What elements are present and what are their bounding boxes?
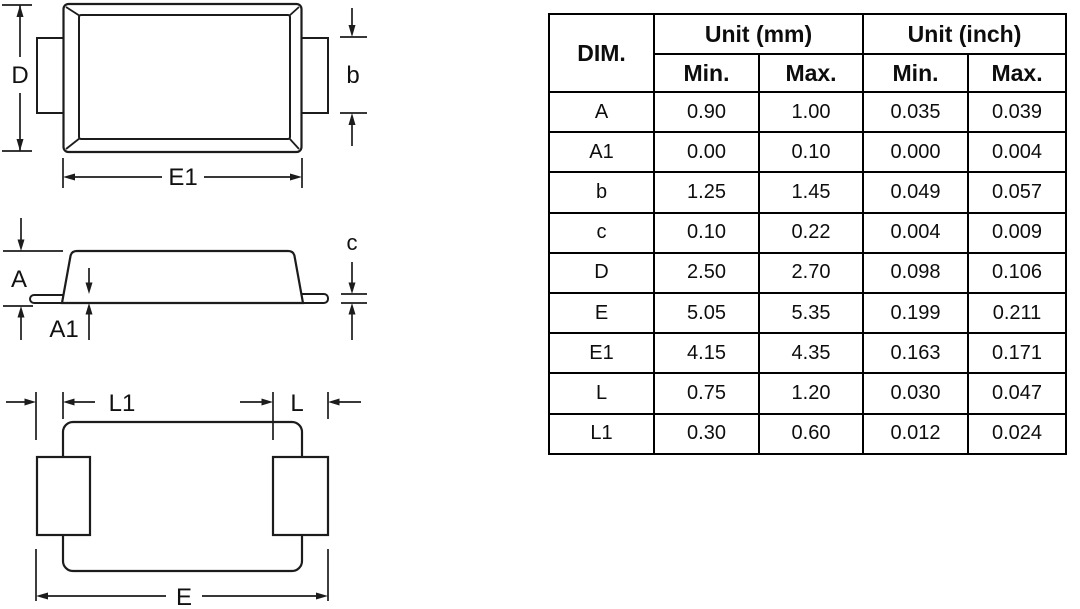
bottom-view-pad-left: [35, 455, 92, 537]
table-row: L1 0.30 0.60 0.012 0.024: [548, 412, 1068, 455]
dim-label-E1: E1: [168, 164, 197, 191]
dimensions-table-container: DIM. Unit (mm) Unit (inch) Min. Max. Min…: [548, 13, 1068, 455]
dim-label-b: b: [346, 62, 359, 89]
bottom-view: L1 L: [6, 390, 361, 609]
mm-max-cell: 0.22: [757, 211, 865, 254]
side-view: A A1 c: [3, 218, 367, 343]
dimension-E1: E1: [62, 158, 303, 191]
inch-min-cell: 0.012: [862, 412, 970, 455]
inch-min-cell: 0.098: [862, 251, 970, 294]
mm-max-cell: 1.45: [757, 171, 865, 214]
mm-max-cell: 0.10: [757, 131, 865, 174]
dim-cell: D: [548, 251, 655, 294]
top-view: D b: [2, 2, 367, 191]
inch-min-cell: 0.199: [862, 291, 970, 335]
mm-min-cell: 0.00: [653, 131, 760, 174]
dimension-A: A: [3, 218, 63, 340]
mm-min-cell: 1.25: [653, 171, 760, 214]
mm-max-cell: 2.70: [757, 251, 865, 294]
inch-max-cell: 0.039: [967, 90, 1068, 134]
bottom-view-pad-right: [271, 455, 330, 537]
dim-label-E: E: [176, 584, 192, 609]
inch-max-cell: 0.211: [967, 291, 1068, 335]
table-row: b 1.25 1.45 0.049 0.057: [548, 171, 1068, 214]
dimension-b: b: [340, 8, 367, 146]
dim-cell: b: [548, 171, 655, 214]
dimension-E: E: [35, 549, 329, 609]
mm-min-cell: 4.15: [653, 332, 760, 375]
inch-max-cell: 0.009: [967, 211, 1068, 254]
table-row: A1 0.00 0.10 0.000 0.004: [548, 131, 1068, 174]
col-group-unit-mm: Unit (mm): [652, 13, 865, 55]
mm-min-cell: 2.50: [653, 251, 760, 294]
table-row: L 0.75 1.20 0.030 0.047: [548, 372, 1068, 415]
inch-max-cell: 0.047: [967, 372, 1068, 415]
inch-min-cell: 0.049: [862, 171, 970, 214]
dimension-L1: L1: [6, 390, 135, 440]
dim-cell: c: [548, 211, 655, 254]
mm-max-cell: 0.60: [757, 412, 865, 455]
mm-min-cell: 0.75: [653, 372, 760, 415]
inch-min-cell: 0.004: [862, 211, 970, 254]
col-header-mm-max: Max.: [757, 53, 865, 93]
dim-cell: E1: [548, 332, 655, 375]
dim-cell: E: [548, 291, 655, 335]
mm-min-cell: 0.90: [653, 90, 760, 134]
inch-min-cell: 0.000: [862, 131, 970, 174]
inch-max-cell: 0.057: [967, 171, 1068, 214]
dimension-A1: A1: [49, 268, 93, 343]
table-row: E 5.05 5.35 0.199 0.211: [548, 291, 1068, 335]
table-row: D 2.50 2.70 0.098 0.106: [548, 251, 1068, 294]
package-drawing: D b: [2, 2, 367, 609]
mm-min-cell: 0.10: [653, 211, 760, 254]
dim-cell: L: [548, 372, 655, 415]
top-view-body-inner: [78, 14, 291, 140]
dim-label-D: D: [11, 62, 28, 89]
mm-max-cell: 4.35: [757, 332, 865, 375]
col-header-mm-min: Min.: [653, 53, 760, 93]
inch-max-cell: 0.024: [967, 412, 1068, 455]
table-row: A 0.90 1.00 0.035 0.039: [548, 90, 1068, 134]
table-row: E1 4.15 4.35 0.163 0.171: [548, 332, 1068, 375]
dim-label-A: A: [11, 266, 27, 293]
top-view-chamfers: [65, 6, 300, 150]
top-view-lead-right: [300, 37, 329, 114]
bottom-view-body: [61, 420, 304, 573]
table-row: c 0.10 0.22 0.004 0.009: [548, 211, 1068, 254]
dim-label-L: L: [290, 390, 303, 417]
dim-label-c: c: [347, 230, 358, 255]
table-header-row: DIM. Unit (mm) Unit (inch): [548, 13, 1068, 93]
inch-max-cell: 0.106: [967, 251, 1068, 294]
table-subheader-row: Min. Max. Min. Max.: [549, 53, 1068, 93]
side-view-body: [60, 249, 305, 305]
mm-min-cell: 5.05: [653, 291, 760, 335]
col-header-inch-max: Max.: [967, 53, 1068, 93]
mm-max-cell: 1.20: [757, 372, 865, 415]
drawing-pane: D b: [2, 2, 367, 609]
dim-label-L1: L1: [109, 390, 136, 417]
col-header-inch-min: Min.: [862, 53, 970, 93]
dimension-L: L: [240, 390, 361, 440]
inch-min-cell: 0.030: [862, 372, 970, 415]
inch-min-cell: 0.163: [862, 332, 970, 375]
mm-max-cell: 1.00: [757, 90, 865, 134]
mm-max-cell: 5.35: [757, 291, 865, 335]
dim-cell: A: [548, 90, 655, 134]
dimensions-table: DIM. Unit (mm) Unit (inch) Min. Max. Min…: [548, 13, 1068, 455]
col-group-unit-inch: Unit (inch): [862, 13, 1068, 55]
inch-max-cell: 0.004: [967, 131, 1068, 174]
dim-label-A1: A1: [49, 316, 78, 343]
dim-cell: A1: [548, 131, 655, 174]
mm-min-cell: 0.30: [653, 412, 760, 455]
dim-cell: L1: [548, 412, 655, 455]
inch-min-cell: 0.035: [862, 90, 970, 134]
col-header-dim: DIM.: [548, 13, 655, 93]
inch-max-cell: 0.171: [967, 332, 1068, 375]
dimension-D: D: [2, 4, 32, 152]
top-view-lead-left: [36, 37, 65, 114]
dimension-c: c: [341, 230, 367, 340]
